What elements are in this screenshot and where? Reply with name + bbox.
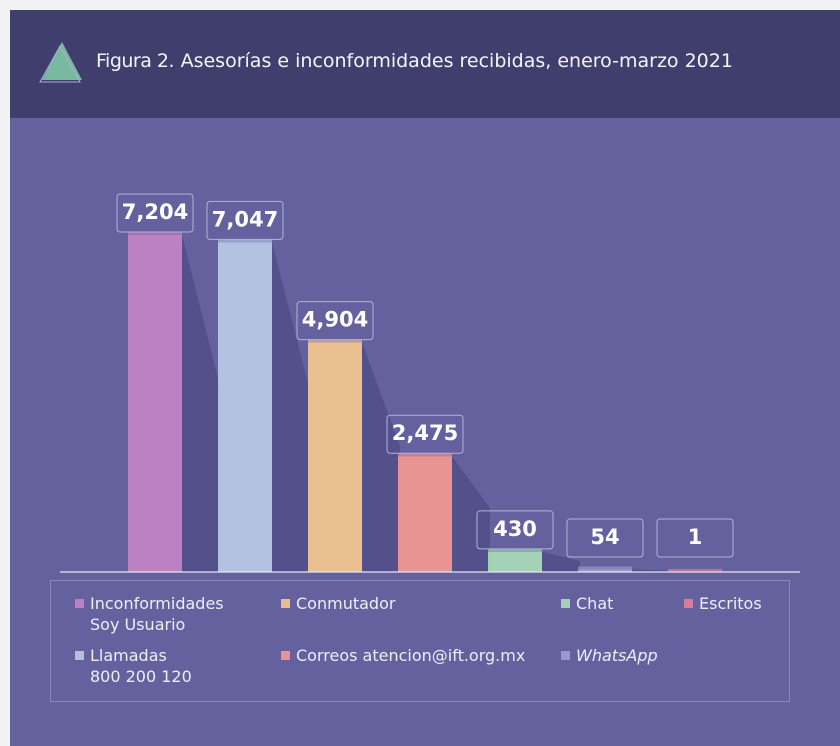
value-label: 7,047	[212, 207, 278, 231]
bar-top	[398, 453, 452, 457]
legend-swatch	[281, 599, 290, 608]
value-label: 4,904	[302, 308, 368, 332]
value-label-box	[386, 414, 464, 454]
legend-swatch	[281, 651, 290, 660]
value-label-box	[656, 518, 734, 558]
legend-item: Conmutador	[281, 593, 561, 645]
legend-item: Llamadas 800 200 120	[75, 645, 281, 697]
header: Figura 2. Asesorías e inconformidades re…	[10, 10, 840, 118]
value-label: 54	[590, 525, 619, 549]
bar	[218, 242, 272, 572]
legend-swatch	[684, 599, 693, 608]
bar	[308, 342, 362, 572]
legend-label: Chat	[576, 594, 614, 613]
chart-title: Figura 2. Asesorías e inconformidades re…	[96, 50, 733, 72]
bar	[578, 569, 632, 572]
bar-top	[488, 548, 542, 552]
legend-swatch	[561, 651, 570, 660]
bar-shadow	[542, 551, 580, 572]
figure-label: Figura 2	[96, 50, 169, 72]
value-label: 430	[493, 517, 537, 541]
legend-label: Inconformidades Soy Usuario	[90, 594, 224, 634]
legend-item: Inconformidades Soy Usuario	[75, 593, 281, 645]
value-label-box	[476, 510, 554, 550]
bar	[128, 235, 182, 572]
legend-label: WhatsApp	[576, 646, 658, 665]
legend-label: Llamadas 800 200 120	[90, 646, 192, 686]
legend-label: Conmutador	[296, 594, 396, 613]
bar	[488, 551, 542, 572]
legend-item: Correos atencion@ift.org.mx	[281, 645, 561, 697]
legend-swatch	[75, 651, 84, 660]
bar-top	[308, 339, 362, 343]
value-label-box	[116, 193, 194, 233]
value-label-box	[206, 200, 284, 240]
value-label-box	[566, 518, 644, 558]
legend: Inconformidades Soy Usuario Llamadas 800 …	[50, 580, 790, 702]
bar-top	[218, 239, 272, 243]
legend-item: Chat	[561, 593, 684, 645]
value-label: 2,475	[392, 421, 458, 445]
bar-shadow	[182, 235, 220, 572]
value-label: 1	[688, 525, 703, 549]
bar-shadow	[632, 569, 670, 572]
bar-shadow	[452, 456, 490, 572]
logo	[39, 42, 82, 83]
value-label-box	[296, 301, 374, 341]
legend-item: WhatsApp	[561, 645, 684, 697]
bar-shadow	[362, 342, 400, 572]
legend-label: Escritos	[699, 594, 762, 613]
legend-swatch	[561, 599, 570, 608]
title-text: . Asesorías e inconformidades recibidas,…	[168, 50, 733, 72]
legend-item: Escritos	[684, 593, 789, 645]
legend-swatch	[75, 599, 84, 608]
bar-top	[128, 232, 182, 235]
bar-top	[668, 568, 722, 572]
legend-label: Correos atencion@ift.org.mx	[296, 646, 526, 665]
bar-shadow	[272, 242, 310, 572]
bar	[398, 456, 452, 572]
bar-top	[578, 566, 632, 570]
value-label: 7,204	[122, 200, 188, 224]
